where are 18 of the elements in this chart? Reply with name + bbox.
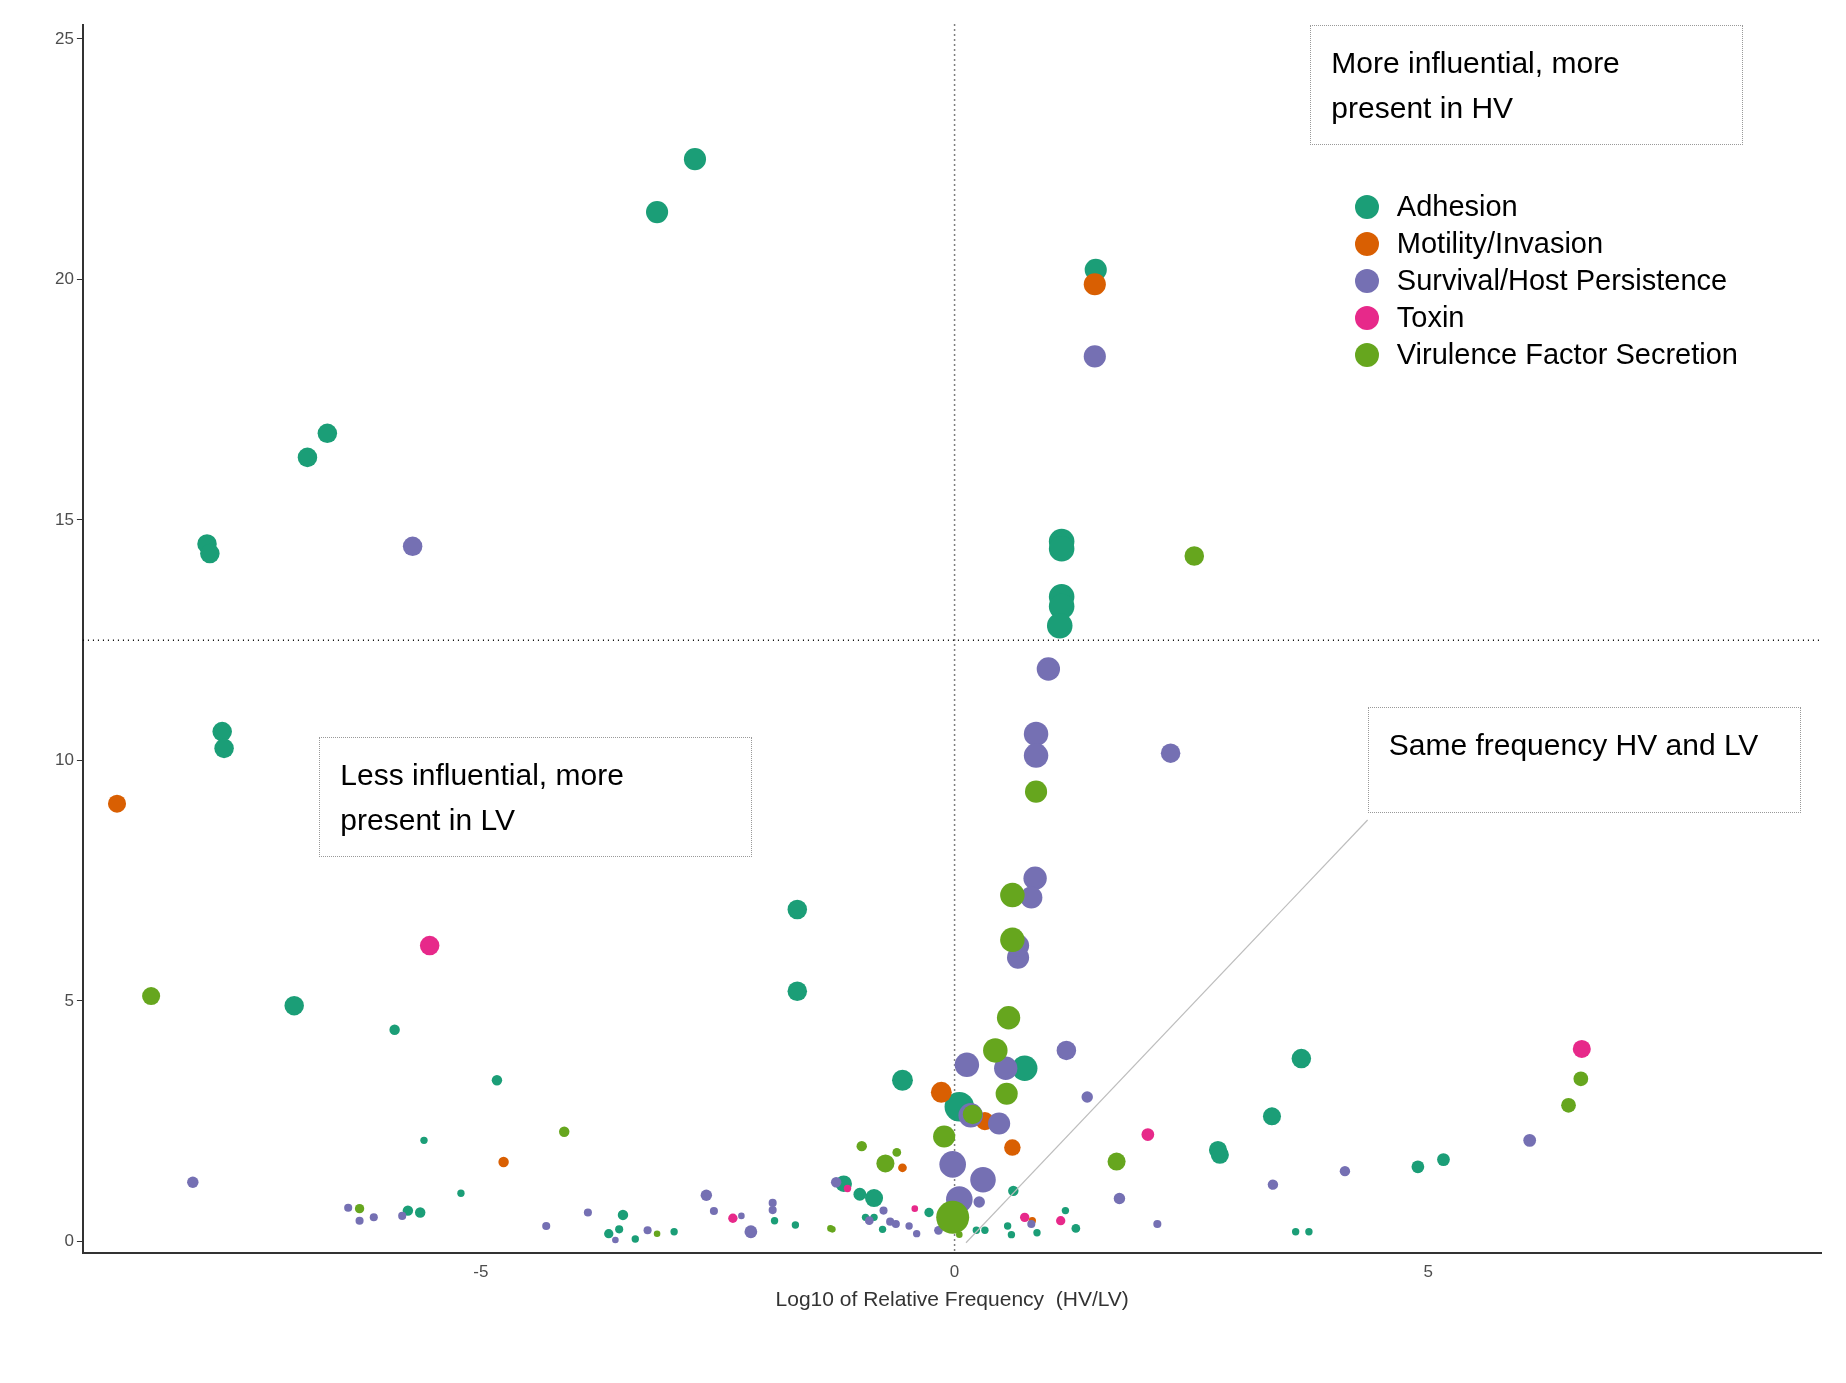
x-tick-label: 5: [1423, 1262, 1434, 1282]
annotation: More influential, more present in HV: [1310, 24, 1744, 145]
legend-label: Toxin: [1396, 301, 1465, 334]
legend-label: Survival/Host Persistence: [1396, 264, 1728, 297]
x-tick-label: -5: [473, 1262, 489, 1282]
y-tick-label: 10: [54, 750, 74, 770]
y-tick-label: 0: [64, 1231, 74, 1251]
y-tick-label: 20: [54, 269, 74, 289]
y-tick-label: 15: [54, 509, 74, 529]
legend-label: Motility/Invasion: [1396, 227, 1604, 260]
legend-label: Virulence Factor Secretion: [1396, 338, 1738, 371]
y-tick-label: 5: [64, 990, 74, 1010]
annotation: Less influential, more present in LV: [319, 737, 753, 858]
y-tick-label: 25: [54, 28, 74, 48]
x-axis-title: Log10 of Relative Frequency (HV/LV): [775, 1287, 1129, 1311]
legend-label: Adhesion: [1396, 190, 1518, 223]
annotation: Same frequency HV and LV: [1367, 706, 1801, 814]
x-tick-label: 0: [949, 1262, 960, 1282]
